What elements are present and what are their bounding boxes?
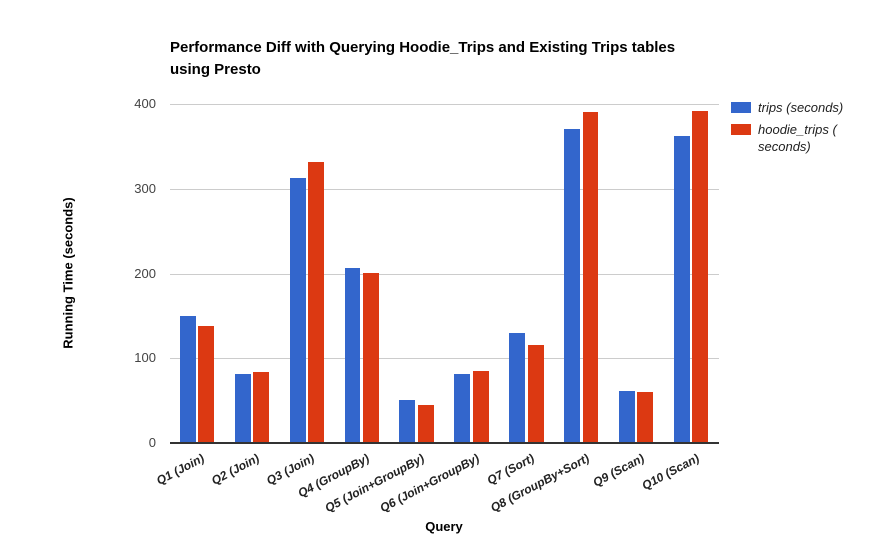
bar-trips-q5: [399, 399, 416, 443]
y-tick-label-100: 100: [134, 350, 156, 366]
legend-label: hoodie_trips ( seconds): [758, 122, 837, 154]
bar-group-q6: [445, 104, 500, 443]
bar-group-q3: [280, 104, 335, 443]
chart-title-line1: Performance Diff with Querying Hoodie_Tr…: [170, 39, 676, 56]
legend: trips (seconds) hoodie_trips ( seconds): [731, 99, 886, 155]
bar-group-q1: [170, 104, 225, 443]
bar-hoodie-trips-q5: [417, 404, 434, 443]
bar-trips-q7: [509, 332, 526, 443]
bar-hoodie-trips-q3: [308, 162, 324, 443]
bar-hoodie-trips-q8: [582, 112, 599, 443]
y-tick-label-300: 300: [134, 180, 156, 196]
gridline-300: [170, 188, 719, 190]
legend-swatch-hoodie-trips: [731, 124, 751, 135]
gridline-400: [170, 104, 719, 105]
bar-group-q8: [554, 104, 609, 443]
y-axis-title: Running Time (seconds): [60, 197, 76, 349]
bar-hoodie-trips-q1: [198, 326, 215, 443]
bar-group-q10: [664, 104, 719, 443]
bar-trips-q6: [454, 374, 471, 443]
bar-group-q4: [335, 104, 390, 443]
chart-title: Performance Diff with Querying Hoodie_Tr…: [170, 37, 675, 81]
legend-item-hoodie-trips: hoodie_trips ( seconds): [731, 121, 886, 155]
bar-group-q9: [609, 104, 664, 443]
bar-trips-q4: [344, 267, 361, 443]
y-tick-label-0: 0: [148, 435, 156, 450]
gridline-200: [170, 273, 719, 275]
legend-item-trips: trips (seconds): [731, 99, 886, 116]
bar-group-q5: [390, 104, 445, 443]
bar-hoodie-trips-q2: [253, 371, 270, 443]
x-axis-baseline: [170, 442, 719, 444]
bar-trips-q1: [179, 315, 196, 443]
gridline-100: [170, 358, 719, 360]
legend-label: trips (seconds): [758, 100, 844, 115]
x-axis-title: Query: [425, 519, 463, 534]
bar-group-q7: [499, 104, 554, 443]
bar-hoodie-trips-q6: [472, 370, 489, 443]
bar-trips-q10: [673, 136, 690, 443]
bar-trips-q8: [564, 128, 581, 443]
bar-trips-q9: [619, 391, 635, 443]
chart-title-line2: using Presto: [170, 61, 261, 78]
y-tick-label-400: 400: [134, 96, 156, 111]
bar-hoodie-trips-q7: [527, 344, 544, 443]
y-tick-label-200: 200: [134, 265, 156, 281]
legend-swatch-trips: [731, 102, 751, 113]
bar-group-q2: [225, 104, 280, 443]
bar-trips-q3: [289, 177, 306, 443]
plot-area: [170, 104, 719, 444]
bar-hoodie-trips-q9: [637, 392, 654, 443]
bar-trips-q2: [234, 374, 251, 443]
bar-hoodie-trips-q10: [692, 110, 709, 443]
bar-hoodie-trips-q4: [362, 272, 379, 443]
